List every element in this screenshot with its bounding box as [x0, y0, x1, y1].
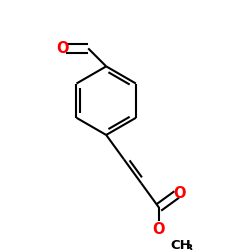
Text: 3: 3: [185, 244, 192, 250]
Text: O: O: [57, 41, 69, 56]
Text: O: O: [152, 222, 165, 237]
Text: O: O: [174, 186, 186, 201]
Text: CH: CH: [171, 239, 192, 250]
